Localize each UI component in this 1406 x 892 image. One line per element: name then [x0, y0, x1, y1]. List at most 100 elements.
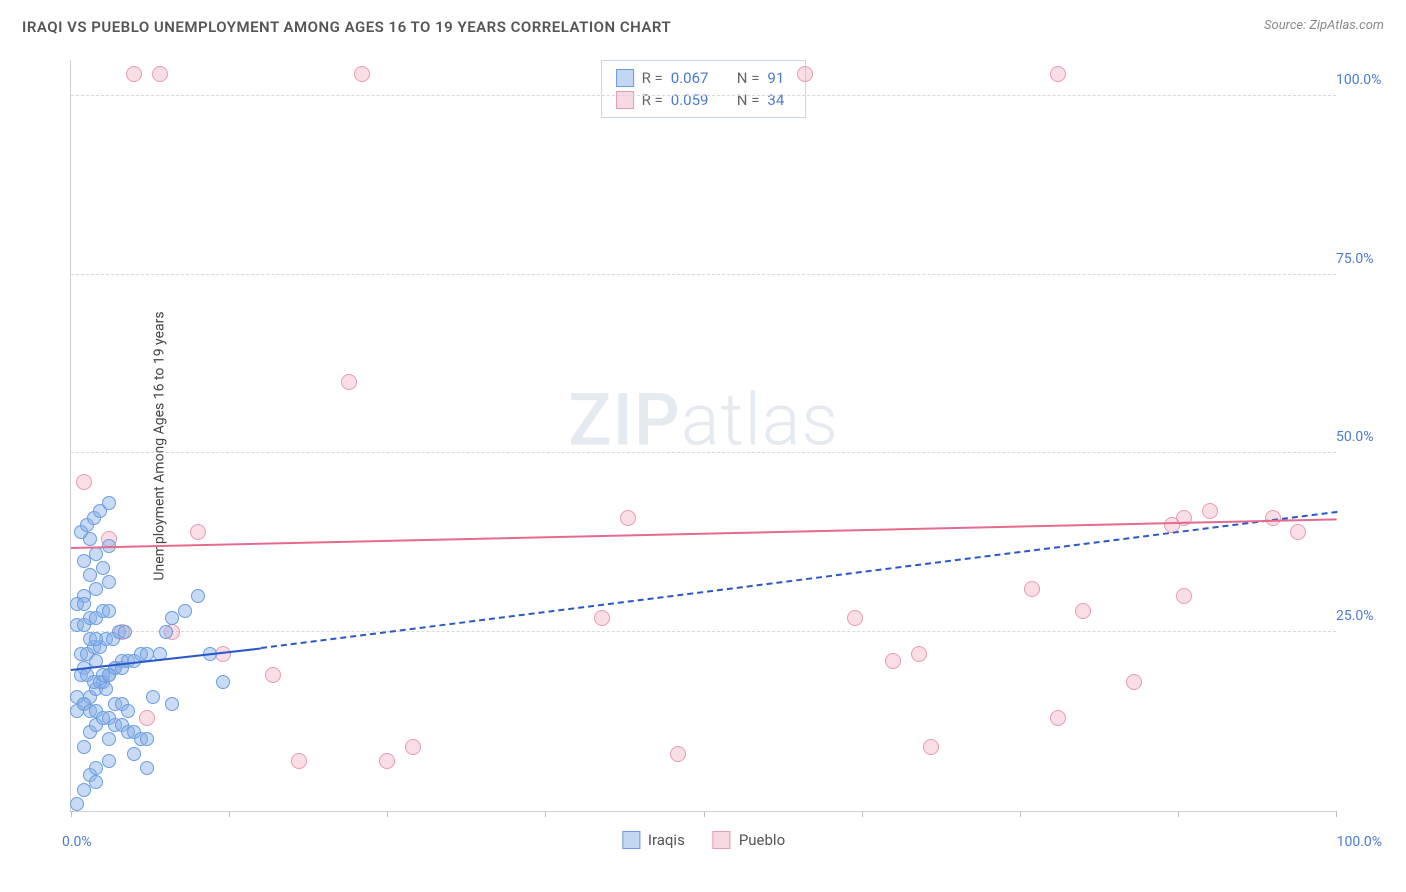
data-point [89, 547, 103, 561]
x-tick [71, 811, 72, 817]
r-value-pueblo: 0.059 [671, 91, 719, 109]
data-point [165, 611, 179, 625]
data-point [670, 746, 686, 762]
data-point [102, 732, 116, 746]
data-point [76, 474, 92, 490]
x-tick [387, 811, 388, 817]
swatch-pink-icon [713, 831, 731, 849]
n-label: N = [737, 91, 760, 109]
x-tick [862, 811, 863, 817]
data-point [96, 561, 110, 575]
correlation-legend: R = 0.067 N = 91 R = 0.059 N = 34 [601, 60, 807, 118]
data-point [70, 797, 84, 811]
data-point [152, 66, 168, 82]
data-point [1050, 66, 1066, 82]
n-label: N = [737, 69, 760, 87]
data-point [102, 496, 116, 510]
data-point [99, 682, 113, 696]
data-point [77, 554, 91, 568]
y-tick-label: 25.0% [1336, 608, 1391, 624]
data-point [165, 697, 179, 711]
data-point [102, 575, 116, 589]
gridline [71, 631, 1336, 632]
data-point [190, 524, 206, 540]
data-point [191, 589, 205, 603]
gridline [71, 95, 1336, 96]
data-point [146, 690, 160, 704]
x-tick [545, 811, 546, 817]
data-point [89, 761, 103, 775]
data-point [140, 761, 154, 775]
data-point [89, 582, 103, 596]
r-label: R = [642, 91, 663, 109]
data-point [89, 632, 103, 646]
data-point [911, 646, 927, 662]
x-axis-max: 100.0% [1337, 834, 1382, 850]
data-point [159, 625, 173, 639]
r-label: R = [642, 69, 663, 87]
chart-source: Source: ZipAtlas.com [1264, 18, 1384, 33]
data-point [1202, 503, 1218, 519]
y-tick-label: 50.0% [1336, 429, 1391, 445]
data-point [620, 510, 636, 526]
data-point [77, 597, 91, 611]
data-point [118, 625, 132, 639]
y-tick-label: 75.0% [1336, 251, 1391, 267]
data-point [1290, 524, 1306, 540]
gridline [71, 452, 1336, 453]
data-point [379, 753, 395, 769]
chart-area: Unemployment Among Ages 16 to 19 years Z… [60, 50, 1386, 842]
data-point [77, 740, 91, 754]
data-point [923, 739, 939, 755]
watermark-light: atlas [681, 378, 839, 463]
data-point [885, 653, 901, 669]
y-tick-label: 100.0% [1336, 72, 1391, 88]
chart-header: IRAQI VS PUEBLO UNEMPLOYMENT AMONG AGES … [0, 0, 1406, 44]
data-point [77, 783, 91, 797]
data-point [265, 667, 281, 683]
data-point [797, 66, 813, 82]
x-tick [1020, 811, 1021, 817]
x-tick [1336, 811, 1337, 817]
data-point [1075, 603, 1091, 619]
legend-row-iraqis: R = 0.067 N = 91 [616, 67, 792, 89]
x-tick [704, 811, 705, 817]
data-point [139, 710, 155, 726]
data-point [89, 775, 103, 789]
swatch-blue-icon [622, 831, 640, 849]
data-point [126, 66, 142, 82]
n-value-pueblo: 34 [767, 91, 791, 109]
data-point [178, 604, 192, 618]
data-point [102, 668, 116, 682]
series-legend: Iraqis Pueblo [622, 831, 785, 849]
data-point [1050, 710, 1066, 726]
legend-item-pueblo: Pueblo [713, 831, 785, 849]
data-point [405, 739, 421, 755]
swatch-blue-icon [616, 69, 634, 87]
data-point [291, 753, 307, 769]
legend-label: Pueblo [739, 831, 785, 849]
data-point [83, 568, 97, 582]
x-axis-min: 0.0% [62, 834, 92, 850]
data-point [1126, 674, 1142, 690]
x-tick [1178, 811, 1179, 817]
data-point [216, 675, 230, 689]
trend-line [71, 518, 1337, 549]
data-point [127, 747, 141, 761]
legend-item-iraqis: Iraqis [622, 831, 685, 849]
legend-label: Iraqis [648, 831, 685, 849]
watermark: ZIPatlas [568, 378, 839, 463]
data-point [121, 704, 135, 718]
data-point [847, 610, 863, 626]
data-point [1024, 581, 1040, 597]
data-point [140, 732, 154, 746]
data-point [102, 604, 116, 618]
x-tick [229, 811, 230, 817]
data-point [341, 374, 357, 390]
n-value-iraqis: 91 [767, 69, 791, 87]
data-point [102, 754, 116, 768]
watermark-bold: ZIP [568, 378, 681, 463]
swatch-pink-icon [616, 91, 634, 109]
plot-area: ZIPatlas R = 0.067 N = 91 R = 0.059 N = … [70, 60, 1336, 812]
data-point [1176, 588, 1192, 604]
